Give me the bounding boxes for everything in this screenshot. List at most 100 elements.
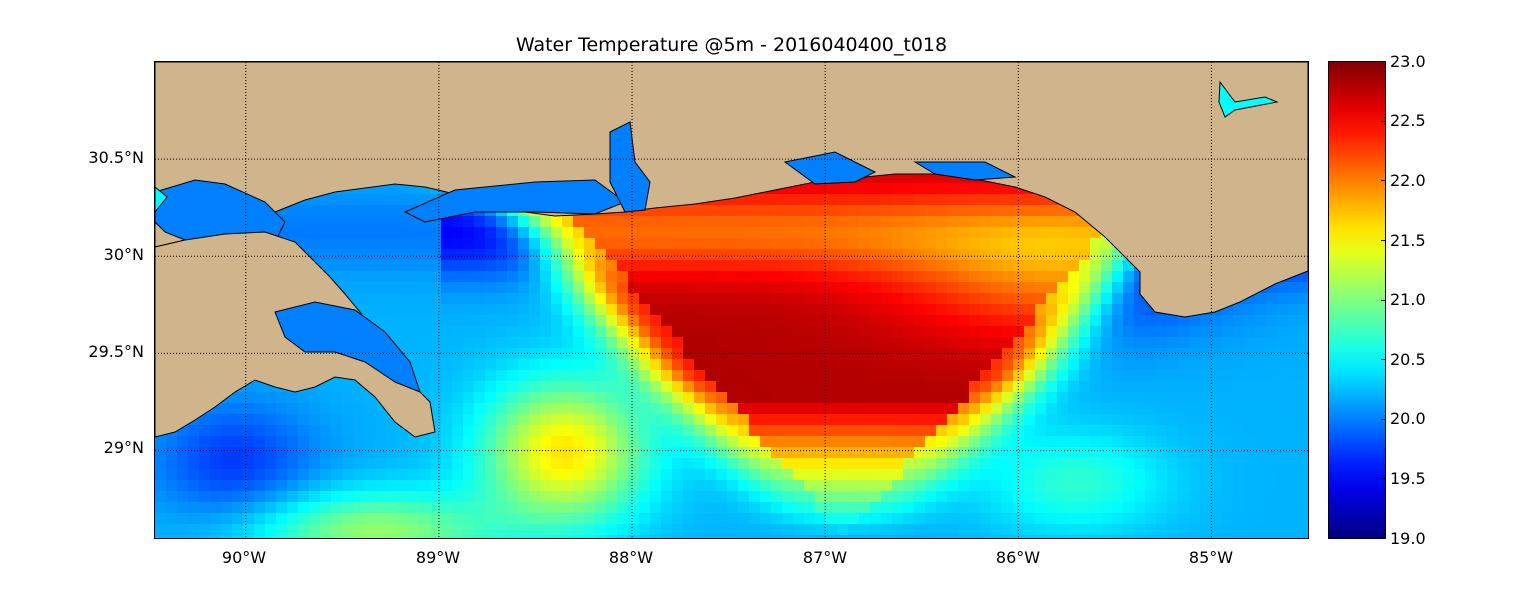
temperature-cell (903, 370, 915, 382)
temperature-cell (925, 480, 937, 492)
temperature-cell (430, 513, 442, 525)
temperature-cell (375, 480, 387, 492)
temperature-cell (1035, 260, 1047, 272)
temperature-cell (1101, 293, 1113, 305)
temperature-cell (1189, 491, 1201, 503)
temperature-cell (540, 414, 552, 426)
temperature-cell (705, 458, 717, 470)
temperature-cell (1156, 480, 1168, 492)
temperature-cell (1068, 491, 1080, 503)
temperature-cell (1079, 502, 1091, 514)
temperature-cell (1255, 337, 1267, 349)
temperature-cell (1134, 315, 1146, 327)
temperature-cell (1299, 458, 1308, 470)
temperature-cell (397, 436, 409, 448)
temperature-cell (342, 271, 354, 283)
temperature-cell (914, 304, 926, 316)
temperature-cell (1299, 348, 1308, 360)
temperature-cell (1101, 282, 1113, 294)
temperature-cell (331, 205, 343, 217)
temperature-cell (562, 392, 574, 404)
temperature-cell (1079, 326, 1091, 338)
temperature-cell (1222, 414, 1234, 426)
temperature-cell (738, 205, 750, 217)
lon-label-86w: 86°W (995, 548, 1041, 567)
temperature-cell (1145, 414, 1157, 426)
temperature-cell (903, 513, 915, 525)
temperature-cell (859, 381, 871, 393)
temperature-cell (881, 293, 893, 305)
temperature-cell (1189, 370, 1201, 382)
temperature-cell (1101, 535, 1113, 538)
temperature-cell (837, 183, 849, 195)
temperature-cell (925, 469, 937, 481)
temperature-cell (914, 249, 926, 261)
temperature-cell (1277, 458, 1289, 470)
temperature-cell (837, 249, 849, 261)
temperature-cell (551, 458, 563, 470)
temperature-cell (1266, 304, 1278, 316)
temperature-cell (408, 348, 420, 360)
temperature-cell (1068, 304, 1080, 316)
lat-label-30-5: 30.5°N (88, 148, 144, 167)
temperature-cell (166, 513, 178, 525)
temperature-cell (1200, 469, 1212, 481)
temperature-cell (342, 447, 354, 459)
temperature-cell (694, 238, 706, 250)
temperature-cell (1200, 414, 1212, 426)
temperature-cell (727, 205, 739, 217)
temperature-cell (265, 524, 277, 536)
temperature-cell (1090, 535, 1102, 538)
temperature-cell (815, 293, 827, 305)
temperature-cell (870, 194, 882, 206)
temperature-cell (749, 403, 761, 415)
temperature-cell (529, 227, 541, 239)
temperature-cell (595, 425, 607, 437)
map-title: Water Temperature @5m - 2016040400_t018 (515, 34, 948, 56)
temperature-cell (573, 227, 585, 239)
temperature-cell (771, 491, 783, 503)
temperature-cell (551, 414, 563, 426)
temperature-cell (925, 271, 937, 283)
temperature-cell (320, 381, 332, 393)
temperature-cell (485, 271, 497, 283)
temperature-cell (1090, 480, 1102, 492)
temperature-cell (254, 403, 266, 415)
temperature-cell (430, 447, 442, 459)
temperature-cell (529, 436, 541, 448)
temperature-cell (1068, 348, 1080, 360)
temperature-cell (650, 315, 662, 327)
temperature-cell (914, 293, 926, 305)
temperature-cell (463, 337, 475, 349)
temperature-cell (881, 337, 893, 349)
temperature-cell (870, 513, 882, 525)
temperature-cell (397, 513, 409, 525)
temperature-cell (375, 436, 387, 448)
temperature-cell (881, 370, 893, 382)
temperature-cell (595, 458, 607, 470)
temperature-cell (925, 249, 937, 261)
temperature-cell (793, 370, 805, 382)
temperature-cell (320, 524, 332, 536)
temperature-cell (727, 535, 739, 538)
temperature-cell (617, 524, 629, 536)
temperature-cell (782, 502, 794, 514)
temperature-cell (848, 183, 860, 195)
temperature-cell (441, 249, 453, 261)
temperature-cell (595, 304, 607, 316)
temperature-cell (1167, 370, 1179, 382)
temperature-cell (320, 205, 332, 217)
temperature-cell (1167, 469, 1179, 481)
temperature-cell (408, 513, 420, 525)
temperature-cell (694, 315, 706, 327)
temperature-cell (1068, 403, 1080, 415)
temperature-cell (1035, 337, 1047, 349)
temperature-cell (188, 425, 200, 437)
temperature-cell (1024, 491, 1036, 503)
temperature-cell (375, 304, 387, 316)
temperature-cell (628, 304, 640, 316)
temperature-cell (331, 480, 343, 492)
temperature-cell (463, 260, 475, 272)
temperature-cell (1299, 337, 1308, 349)
temperature-cell (617, 348, 629, 360)
